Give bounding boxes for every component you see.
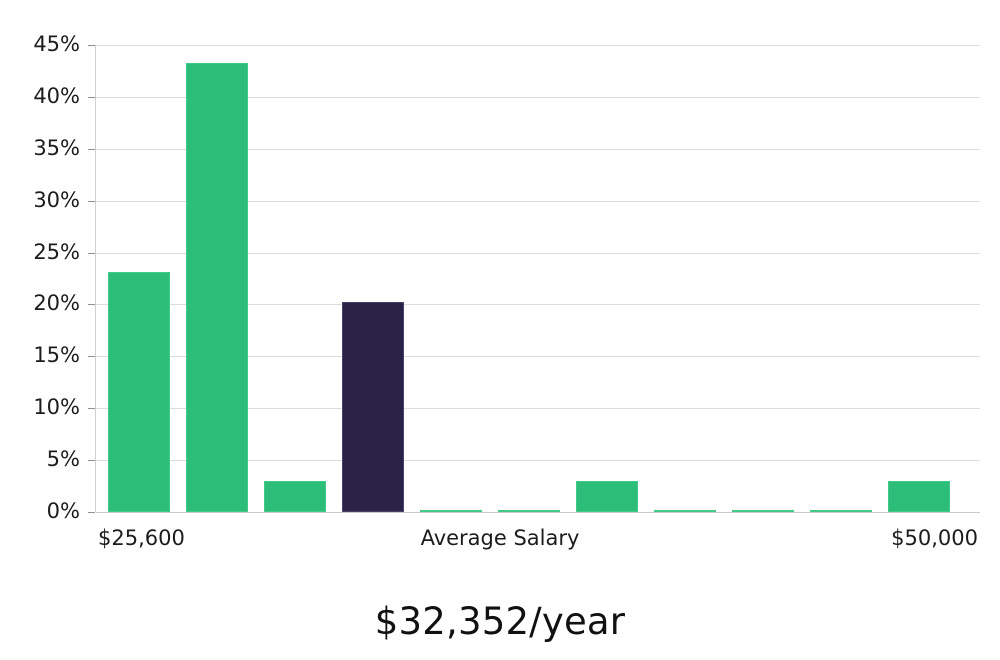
gridline	[96, 408, 980, 410]
bar	[888, 480, 950, 512]
bar	[810, 509, 872, 512]
bar	[186, 62, 248, 512]
gridline	[96, 252, 980, 254]
y-axis-tick-mark	[88, 200, 95, 202]
gridline	[96, 96, 980, 98]
y-axis-tick-mark	[88, 460, 95, 462]
gridline	[96, 45, 980, 46]
plot-area	[88, 45, 980, 513]
bar	[108, 272, 170, 512]
gridline	[96, 460, 980, 462]
y-axis-tick-label: 15%	[33, 343, 80, 368]
gridline	[96, 356, 980, 358]
y-axis-tick-mark	[88, 96, 95, 98]
gridline	[96, 512, 980, 513]
y-axis-line	[95, 45, 96, 512]
bar	[420, 509, 482, 512]
y-axis-tick-label: 35%	[33, 135, 80, 160]
y-axis-tick-label: 5%	[46, 447, 80, 472]
y-axis-tick-mark	[88, 45, 95, 46]
bar	[732, 509, 794, 512]
bar-highlighted	[342, 302, 404, 512]
y-axis-tick-label: 40%	[33, 83, 80, 108]
y-axis-tick-mark	[88, 252, 95, 254]
bar	[576, 480, 638, 512]
y-axis-tick-mark	[88, 356, 95, 358]
y-axis-tick-label: 0%	[46, 499, 80, 523]
gridline	[96, 304, 980, 306]
y-axis-tick-label: 30%	[33, 187, 80, 212]
y-axis-tick-label: 45%	[33, 32, 80, 56]
bar	[264, 480, 326, 512]
y-axis-tick-mark	[88, 512, 95, 513]
gridline	[96, 200, 980, 202]
bar	[498, 509, 560, 512]
gridline	[96, 148, 980, 150]
chart-caption: $32,352/year	[374, 600, 626, 643]
x-axis-title: Average Salary	[420, 526, 580, 550]
bars-group	[96, 45, 980, 512]
y-axis-tick-label: 25%	[33, 239, 80, 264]
y-axis-tick-mark	[88, 148, 95, 150]
y-axis-tick-label: 10%	[33, 395, 80, 420]
y-axis-tick-label: 20%	[33, 291, 80, 316]
bar	[654, 509, 716, 512]
y-axis-tick-mark	[88, 304, 95, 306]
x-axis-label-right: $50,000	[891, 526, 978, 550]
y-axis-tick-mark	[88, 408, 95, 410]
x-axis-label-left: $25,600	[98, 526, 185, 550]
